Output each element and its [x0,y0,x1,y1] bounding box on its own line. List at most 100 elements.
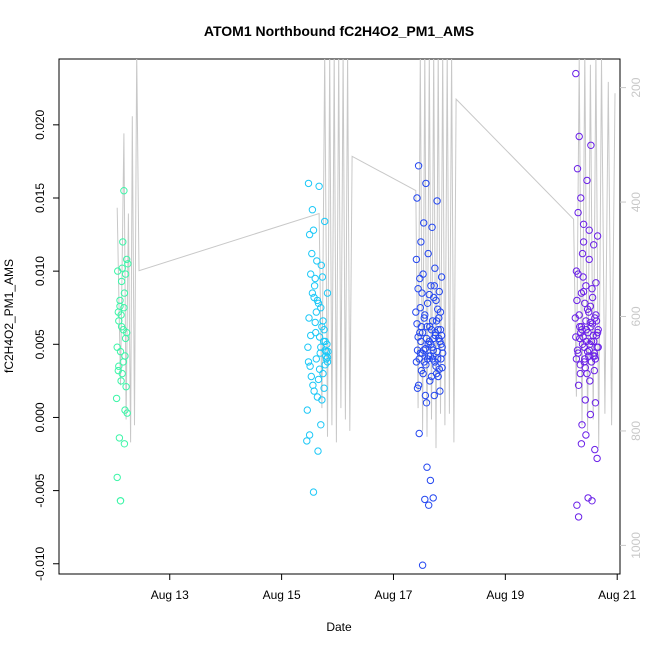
data-point [308,289,317,297]
data-point [436,337,444,346]
data-point [572,267,581,275]
data-point [304,179,313,188]
data-point [582,431,590,439]
data-point [438,364,446,372]
data-point [305,230,314,239]
data-point [572,69,580,78]
y2-tick-label: 200 [629,77,643,97]
data-point [414,162,423,170]
data-point [312,308,320,316]
data-point [578,326,586,334]
data-point [575,311,583,319]
data-point [418,561,427,569]
data-point [117,277,126,286]
data-point [574,349,582,357]
data-point [312,355,320,363]
data-point [416,304,424,312]
data-point [431,331,440,340]
x-tick-label: Aug 19 [486,588,524,602]
data-point [310,282,319,290]
data-point [428,317,437,325]
data-point [117,377,125,385]
data-point [422,399,431,407]
data-point [433,197,441,205]
data-point [413,194,421,202]
data-point [112,394,121,403]
data-point [422,179,430,188]
data-point [414,285,422,293]
data-point [573,346,582,354]
data-point [418,328,427,337]
data-point [315,333,324,341]
data-point [113,473,121,482]
data-point [425,501,433,509]
data-point [309,226,318,234]
data-point [321,217,329,226]
y-tick-label: -0.010 [33,546,47,580]
data-point [412,255,421,264]
data-point [577,289,586,297]
data-point [317,343,325,351]
data-point [311,274,319,283]
data-point [116,497,125,505]
secondary-line-layer [116,59,616,449]
data-point [592,279,600,287]
data-point [420,314,428,322]
data-point [417,238,425,246]
y2-tick-label: 1000 [629,532,643,559]
data-point [423,323,431,331]
data-point [120,289,129,297]
data-point [322,347,331,356]
data-point [588,285,596,293]
data-point [420,358,428,366]
data-point [429,346,437,354]
data-point [583,305,592,313]
data-point [577,440,586,448]
data-point [418,289,426,297]
data-point [321,337,329,346]
data-point [436,387,444,395]
data-point [421,391,430,400]
data-point [431,264,439,272]
data-point [121,334,130,343]
data-point [423,299,432,307]
data-point [116,302,124,310]
data-point [439,349,447,357]
data-point [591,399,600,407]
data-point [314,375,323,384]
x-tick-label: Aug 17 [374,588,412,602]
data-point [587,141,595,150]
data-point [581,364,589,372]
data-point [304,358,313,366]
data-point [413,320,421,328]
data-point [305,431,314,439]
data-point [313,257,321,265]
y-tick-label: 0.020 [33,109,47,139]
data-point [117,323,126,331]
data-point [318,323,326,331]
data-point [306,362,314,370]
data-point [124,260,132,268]
y-axis: -0.010 -0.005 0.000 0.005 0.010 0.015 0.020 [33,109,59,581]
data-point [432,296,440,305]
data-point [121,406,129,414]
data-point [579,273,587,281]
data-point [579,287,588,296]
data-point [120,440,129,448]
data-point [424,249,432,258]
data-point [432,369,441,378]
data-point [581,299,589,307]
data-point [428,223,436,232]
data-point [119,358,128,366]
data-point [429,494,437,502]
data-point [573,165,582,173]
data-point [426,377,434,385]
data-point [573,296,581,305]
data-point [420,219,428,227]
data-point [576,334,584,343]
y-tick-label: -0.005 [33,473,47,507]
y-axis-label: fC2H4O2_PM1_AMS [2,259,16,373]
data-point [317,304,325,312]
data-point [581,396,589,404]
data-point [309,381,317,389]
